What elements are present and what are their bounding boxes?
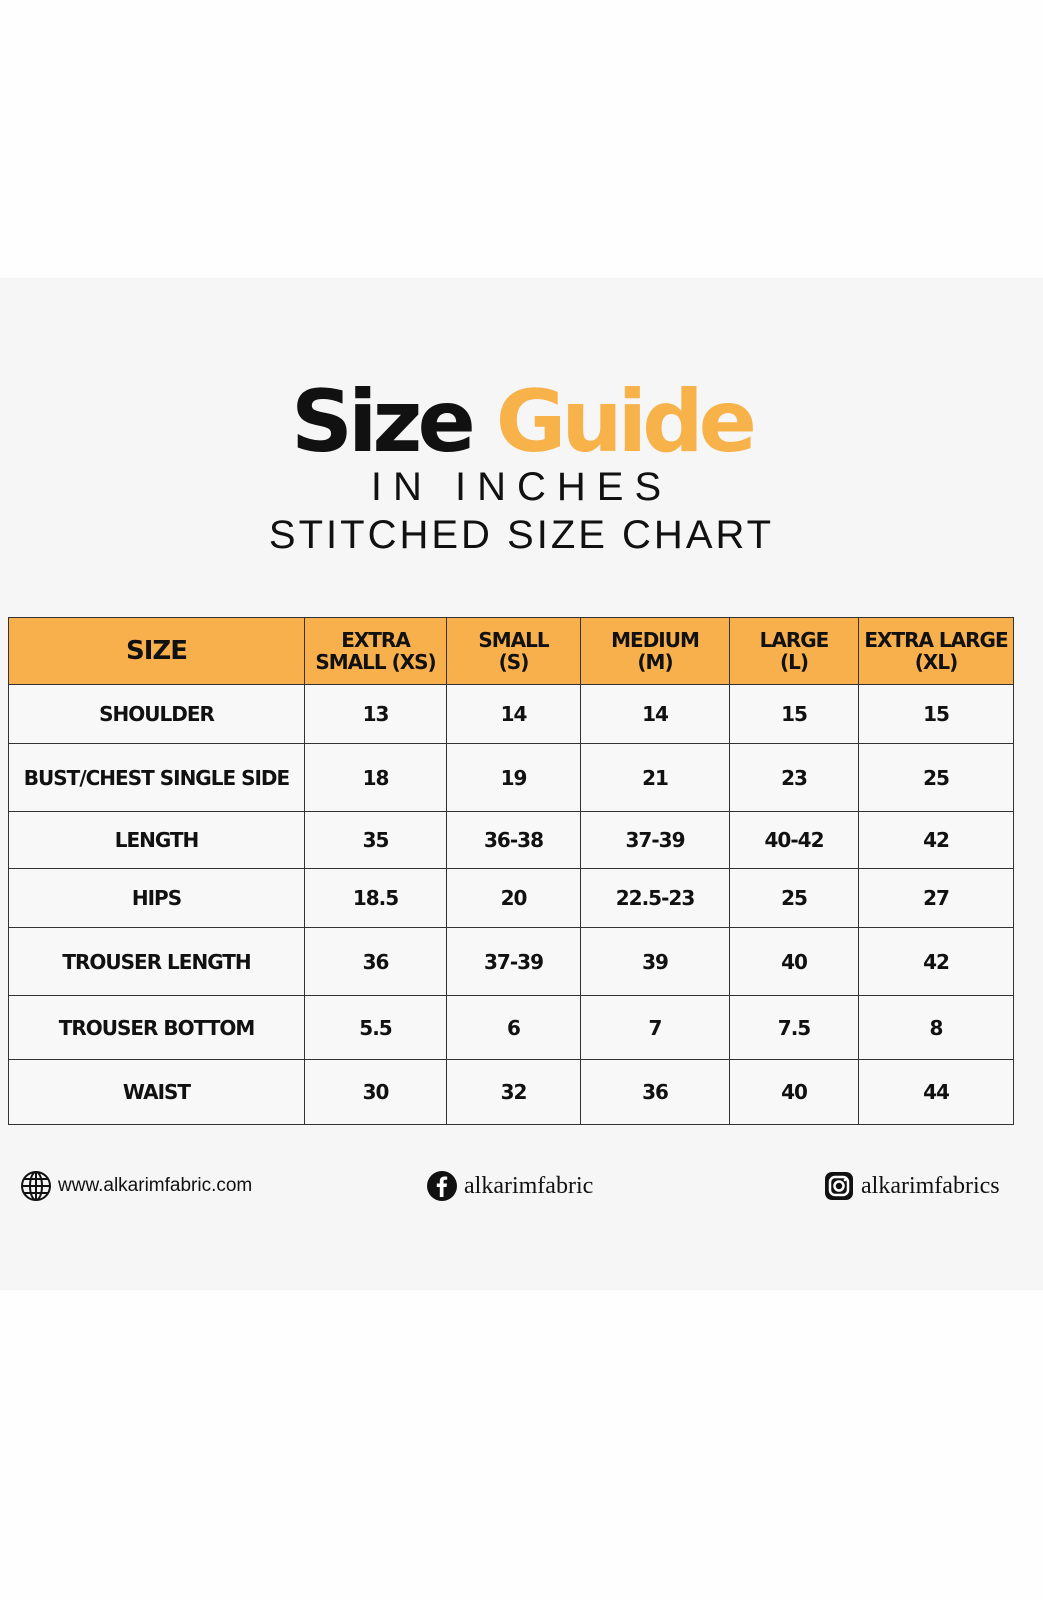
- facebook-link[interactable]: alkarimfabric: [426, 1170, 593, 1202]
- measurement-label: TROUSER LENGTH: [8, 927, 305, 996]
- measurement-value: 42: [858, 811, 1014, 869]
- column-header: SIZE: [8, 617, 305, 685]
- table-header-row: SIZE EXTRA SMALL (XS) SMALL (S) MEDIUM (M) LARG…: [8, 617, 1014, 685]
- measurement-value: 37-39: [446, 927, 581, 996]
- measurement-value: 18: [304, 743, 447, 812]
- measurement-value: 6: [446, 995, 581, 1060]
- header-line: (M): [637, 650, 673, 674]
- column-header: LARGE (L): [729, 617, 859, 685]
- measurement-value: 7: [580, 995, 730, 1060]
- measurement-value: 15: [858, 684, 1014, 744]
- header-line: MEDIUM: [611, 628, 700, 652]
- header-line: EXTRA LARGE: [864, 628, 1008, 652]
- measurement-value: 42: [858, 927, 1014, 996]
- measurement-value: 22.5-23: [580, 868, 730, 928]
- measurement-value: 15: [729, 684, 859, 744]
- measurement-value: 36-38: [446, 811, 581, 869]
- header-line: EXTRA: [341, 628, 411, 652]
- header-line: SMALL: [478, 628, 549, 652]
- measurement-value: 5.5: [304, 995, 447, 1060]
- measurement-value: 27: [858, 868, 1014, 928]
- instagram-text: alkarimfabrics: [861, 1172, 1000, 1199]
- measurement-value: 14: [446, 684, 581, 744]
- column-header: EXTRA LARGE (XL): [858, 617, 1014, 685]
- table-row: HIPS 18.5 20 22.5-23 25 27: [8, 868, 1014, 928]
- title-size: Size: [291, 372, 476, 472]
- measurement-value: 44: [858, 1059, 1014, 1125]
- measurement-value: 19: [446, 743, 581, 812]
- instagram-icon: [823, 1170, 855, 1202]
- subtitle-units: IN INCHES: [370, 465, 673, 509]
- facebook-icon: [426, 1170, 458, 1202]
- measurement-value: 25: [858, 743, 1014, 812]
- measurement-label: SHOULDER: [8, 684, 305, 744]
- size-table: SIZE EXTRA SMALL (XS) SMALL (S) MEDIUM (M) LARG…: [8, 617, 1014, 1125]
- measurement-label: WAIST: [8, 1059, 305, 1125]
- measurement-value: 18.5: [304, 868, 447, 928]
- column-header: MEDIUM (M): [580, 617, 730, 685]
- header-line: LARGE: [759, 628, 830, 652]
- measurement-value: 14: [580, 684, 730, 744]
- measurement-value: 32: [446, 1059, 581, 1125]
- table-row: BUST/CHEST SINGLE SIDE 18 19 21 23 25: [8, 743, 1014, 812]
- measurement-value: 23: [729, 743, 859, 812]
- column-header: SMALL (S): [446, 617, 581, 685]
- website-text: www.alkarimfabric.com: [58, 1175, 253, 1196]
- header-line: SIZE: [125, 636, 188, 666]
- subtitle-chart: STITCHED SIZE CHART: [268, 513, 775, 557]
- instagram-link[interactable]: alkarimfabrics: [823, 1170, 1000, 1202]
- measurement-label: LENGTH: [8, 811, 305, 869]
- measurement-value: 7.5: [729, 995, 859, 1060]
- measurement-value: 21: [580, 743, 730, 812]
- header-line: (S): [498, 650, 530, 674]
- table-row: WAIST 30 32 36 40 44: [8, 1059, 1014, 1125]
- measurement-label: TROUSER BOTTOM: [8, 995, 305, 1060]
- measurement-value: 35: [304, 811, 447, 869]
- table-row: LENGTH 35 36-38 37-39 40-42 42: [8, 811, 1014, 869]
- measurement-value: 36: [304, 927, 447, 996]
- measurement-value: 30: [304, 1059, 447, 1125]
- website-link[interactable]: www.alkarimfabric.com: [20, 1170, 252, 1202]
- measurement-value: 36: [580, 1059, 730, 1125]
- measurement-label: BUST/CHEST SINGLE SIDE: [8, 743, 305, 812]
- facebook-text: alkarimfabric: [464, 1172, 594, 1199]
- table-row: TROUSER BOTTOM 5.5 6 7 7.5 8: [8, 995, 1014, 1060]
- page-title: Size Guide: [0, 372, 1043, 472]
- measurement-value: 37-39: [580, 811, 730, 869]
- measurement-value: 13: [304, 684, 447, 744]
- title-guide: Guide: [495, 372, 757, 472]
- globe-icon: [20, 1170, 52, 1202]
- measurement-value: 40: [729, 1059, 859, 1125]
- measurement-value: 25: [729, 868, 859, 928]
- measurement-label: HIPS: [8, 868, 305, 928]
- header-line: SMALL (XS): [315, 650, 436, 674]
- table-row: SHOULDER 13 14 14 15 15: [8, 684, 1014, 744]
- column-header: EXTRA SMALL (XS): [304, 617, 447, 685]
- header-line: (XL): [914, 650, 958, 674]
- measurement-value: 20: [446, 868, 581, 928]
- measurement-value: 40-42: [729, 811, 859, 869]
- measurement-value: 8: [858, 995, 1014, 1060]
- measurement-value: 40: [729, 927, 859, 996]
- header-line: (L): [779, 650, 809, 674]
- table-row: TROUSER LENGTH 36 37-39 39 40 42: [8, 927, 1014, 996]
- measurement-value: 39: [580, 927, 730, 996]
